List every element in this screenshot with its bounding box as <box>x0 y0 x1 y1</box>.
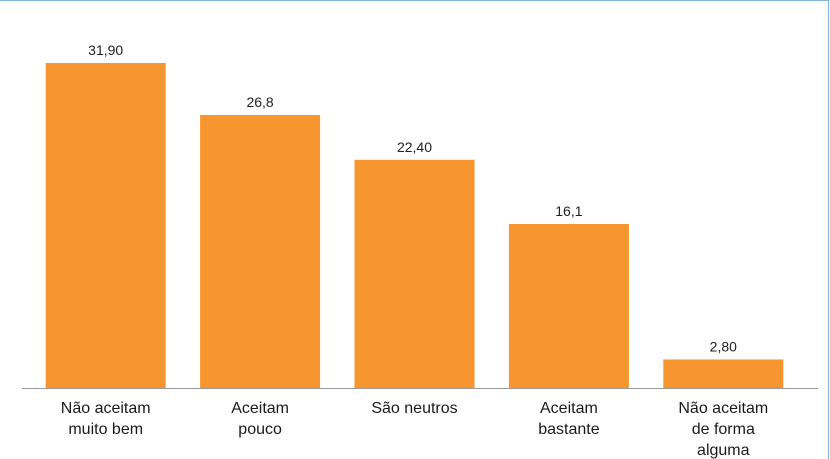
bar-value-label-2: 26,8 <box>246 94 273 110</box>
category-label-line: alguma <box>697 442 750 459</box>
category-label-line: de forma <box>692 421 755 438</box>
bar-4 <box>508 223 629 388</box>
category-label-1: Não aceitam muito bem <box>61 400 151 438</box>
category-label-line: bastante <box>538 421 599 438</box>
bar-3 <box>354 159 475 388</box>
bars-group <box>45 63 784 388</box>
category-label-line: Aceitam <box>540 400 598 417</box>
bar-value-label-5: 2,80 <box>710 338 737 354</box>
category-label-line: Não aceitam <box>61 400 151 417</box>
category-label-line: São neutros <box>371 400 457 417</box>
bar-value-label-1: 31,90 <box>88 42 123 58</box>
labels-group: 31,90 Não aceitam muito bem 26,8 Aceitam pouc… <box>61 42 768 459</box>
category-label-line: pouco <box>238 421 282 438</box>
category-label-4: Aceitam bastante <box>538 400 599 438</box>
category-label-5: Não aceitam de forma alguma <box>678 400 768 459</box>
bar-5 <box>663 359 784 388</box>
category-label-2: Aceitam pouco <box>231 400 289 438</box>
bar-value-label-4: 16,1 <box>555 203 582 219</box>
category-label-line: muito bem <box>68 421 143 438</box>
bar-value-label-3: 22,40 <box>397 139 432 155</box>
category-label-3: São neutros <box>371 400 457 417</box>
bar-2 <box>200 114 321 388</box>
category-label-line: Aceitam <box>231 400 289 417</box>
bar-1 <box>45 63 166 388</box>
category-label-line: Não aceitam <box>678 400 768 417</box>
